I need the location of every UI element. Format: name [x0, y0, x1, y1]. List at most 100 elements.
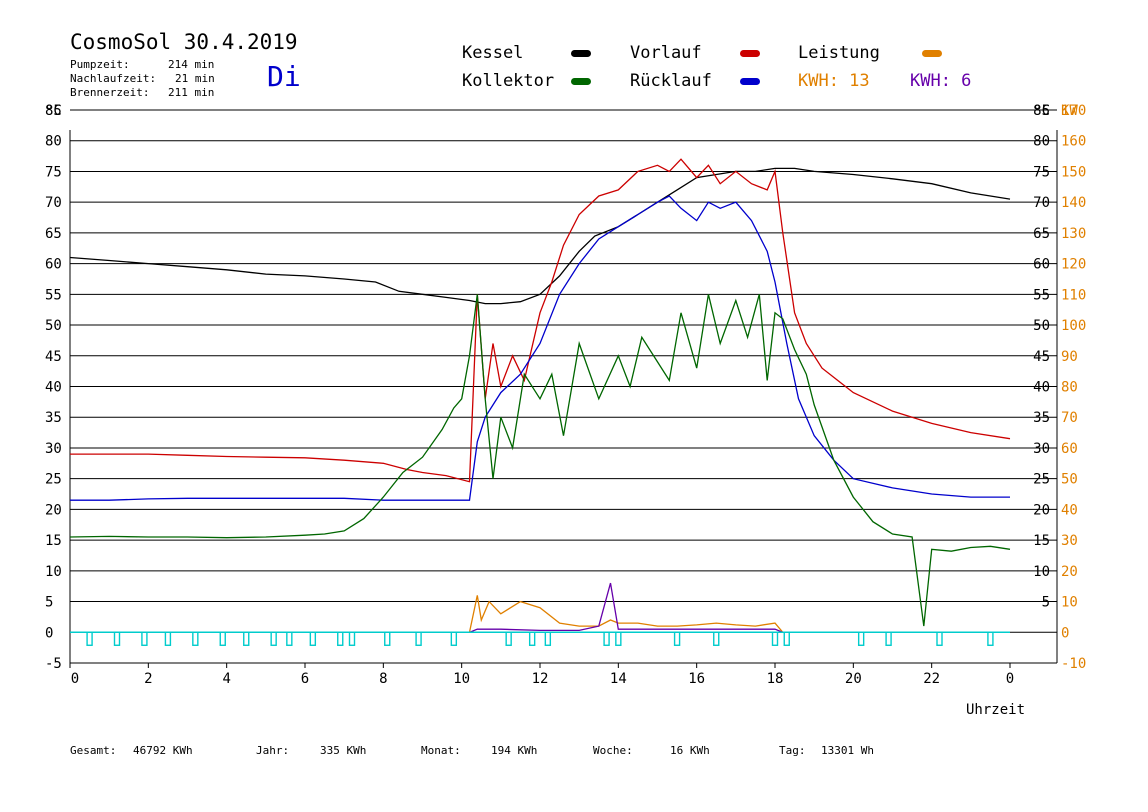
y-tick-right-70: 70	[1033, 195, 1050, 211]
pump-cycle-20	[673, 631, 681, 646]
legend-kessel: Kessel	[462, 43, 524, 63]
series-line-0	[69, 167, 1011, 305]
y-tick-left-15: 15	[45, 533, 62, 549]
pump-cycle-24	[857, 631, 865, 646]
axis-labels: -50510152025303540455055606570758085°C51…	[45, 103, 1086, 687]
y-tick-kw-70: 70	[1061, 410, 1078, 426]
y-tick-left-85: 85	[45, 103, 62, 119]
footer-jahr-value: 335 KWh	[320, 744, 367, 757]
pump-cycle-7	[270, 631, 277, 646]
y-tick-right-10: 10	[1033, 564, 1050, 580]
legend-kessel-swatch	[571, 50, 591, 57]
pump-cycle-14	[450, 631, 458, 646]
y-tick-left-65: 65	[45, 226, 62, 242]
x-tick-1: 2	[144, 671, 152, 687]
weekday-label: Di	[267, 60, 301, 93]
y-tick-left-45: 45	[45, 349, 62, 365]
y-tick-left-5: 5	[45, 595, 53, 611]
y-tick-kw-60: 60	[1061, 441, 1078, 457]
x-tick-2: 4	[222, 671, 230, 687]
x-tick-8: 16	[688, 671, 705, 687]
y-tick-right-35: 35	[1033, 410, 1050, 426]
pump-cycle-27	[987, 631, 994, 646]
pump-cycle-19	[615, 631, 622, 646]
x-tick-3: 6	[301, 671, 309, 687]
pump-cycle-23	[783, 631, 790, 646]
legend-kollektor-swatch	[571, 78, 591, 85]
y-tick-right-45: 45	[1033, 349, 1050, 365]
x-tick-5: 10	[453, 671, 470, 687]
legend-kollektor: Kollektor	[462, 71, 555, 91]
y-tick-right-55: 55	[1033, 287, 1050, 303]
legend-leistung-swatch	[922, 50, 942, 57]
y-unit-kw: KW	[1061, 103, 1078, 119]
legend-leistung: Leistung	[798, 43, 880, 63]
y-tick-left-20: 20	[45, 502, 62, 518]
y-unit-right: °C	[1033, 103, 1050, 119]
pump-cycle-3	[164, 631, 172, 646]
x-tick-10: 20	[845, 671, 862, 687]
y-tick-kw-140: 140	[1061, 195, 1086, 211]
x-tick-9: 18	[767, 671, 784, 687]
x-tick-7: 14	[610, 671, 627, 687]
y-tick-right-30: 30	[1033, 441, 1050, 457]
stat-label-brennerzeit: Brennerzeit:	[70, 86, 150, 99]
grid-lines	[70, 109, 1057, 633]
legend-ruecklauf-swatch	[740, 78, 760, 85]
legend-kwh-2: KWH: 6	[910, 71, 972, 91]
temperature-chart: -50510152025303540455055606570758085°C51…	[45, 103, 1086, 687]
y-tick-kw-40: 40	[1061, 502, 1078, 518]
pump-cycle-17	[544, 631, 552, 646]
y-unit-left: °C	[45, 103, 62, 119]
legend-vorlauf: Vorlauf	[630, 43, 702, 63]
series-line-2	[70, 195, 1010, 501]
series-line-3	[69, 294, 1011, 627]
series-lines	[69, 158, 1011, 646]
y-tick-right-75: 75	[1033, 164, 1050, 180]
y-tick-left-80: 80	[45, 134, 62, 150]
series-line-1	[70, 158, 1011, 483]
y-tick-right-50: 50	[1033, 318, 1050, 334]
pump-cycle-26	[936, 631, 943, 646]
footer-tag-value: 13301 Wh	[821, 744, 874, 757]
y-tick-right-25: 25	[1033, 472, 1050, 488]
y-tick-kw-0: 0	[1061, 625, 1069, 641]
pump-cycle-15	[505, 631, 512, 646]
footer-monat-label: Monat:	[421, 744, 461, 757]
footer-woche-label: Woche:	[593, 744, 633, 757]
x-tick-6: 12	[532, 671, 549, 687]
legend-kwh-1: KWH: 13	[798, 71, 870, 91]
pump-cycle-2	[141, 631, 148, 646]
y-tick-kw-100: 100	[1061, 318, 1086, 334]
y-tick-kw-90: 90	[1061, 349, 1078, 365]
pump-cycle-22	[771, 631, 779, 646]
footer-monat-value: 194 KWh	[491, 744, 538, 757]
y-tick-kw-10: 10	[1061, 595, 1078, 611]
y-tick-left-40: 40	[45, 380, 62, 396]
pump-cycle-18	[603, 631, 610, 646]
y-tick-kw-30: 30	[1061, 533, 1078, 549]
y-tick-right-60: 60	[1033, 257, 1050, 273]
y-tick-kw-80: 80	[1061, 380, 1078, 396]
y-tick-left-50: 50	[45, 318, 62, 334]
y-tick-kw-20: 20	[1061, 564, 1078, 580]
stat-label-nachlaufzeit: Nachlaufzeit:	[70, 72, 157, 85]
footer-woche-value: 16 KWh	[670, 744, 710, 757]
x-tick-12: 0	[1006, 671, 1014, 687]
pump-cycle-9	[309, 631, 317, 646]
stat-value-pumpzeit: 214 min	[168, 58, 215, 71]
y-tick-right-65: 65	[1033, 226, 1050, 242]
y-tick-left--5: -5	[45, 656, 62, 672]
y-tick-right-85: 85	[1033, 103, 1050, 119]
pump-cycle-16	[528, 631, 536, 646]
pump-cycle-10	[337, 631, 344, 646]
chart-title: CosmoSol 30.4.2019	[70, 30, 298, 54]
footer-tag-label: Tag:	[779, 744, 806, 757]
pump-cycle-1	[113, 631, 121, 646]
y-tick-left-35: 35	[45, 410, 62, 426]
y-tick-kw-110: 110	[1061, 287, 1086, 303]
pump-cycle-4	[192, 631, 199, 646]
y-tick-left-60: 60	[45, 257, 62, 273]
y-tick-left-0: 0	[45, 625, 53, 641]
pump-cycle-11	[348, 631, 356, 646]
